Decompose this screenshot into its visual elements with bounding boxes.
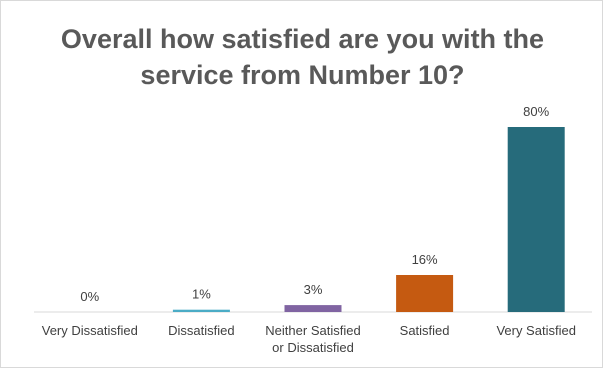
- bar-2: [284, 305, 342, 312]
- value-label-2: 3%: [304, 282, 323, 297]
- bar-3: [396, 275, 454, 312]
- category-label-1: Dissatisfied: [168, 323, 234, 338]
- value-label-1: 1%: [192, 287, 211, 302]
- bar-4: [507, 127, 565, 312]
- bar-1: [172, 309, 230, 312]
- value-label-3: 16%: [412, 252, 438, 267]
- chart-title-line-1: Overall how satisfied are you with the: [60, 24, 545, 54]
- chart-title-line-2: service from Number 10?: [140, 60, 465, 90]
- value-label-4: 80%: [523, 104, 549, 119]
- category-label-2-line-1: or Dissatisfied: [272, 340, 354, 355]
- category-label-3: Satisfied: [400, 323, 450, 338]
- value-label-0: 0%: [80, 289, 99, 304]
- category-label-2-line-0: Neither Satisfied: [265, 323, 360, 338]
- category-label-0: Very Dissatisfied: [42, 323, 138, 338]
- category-label-4: Very Satisfied: [496, 323, 576, 338]
- chart-title: Overall how satisfied are you with the s…: [1, 21, 603, 93]
